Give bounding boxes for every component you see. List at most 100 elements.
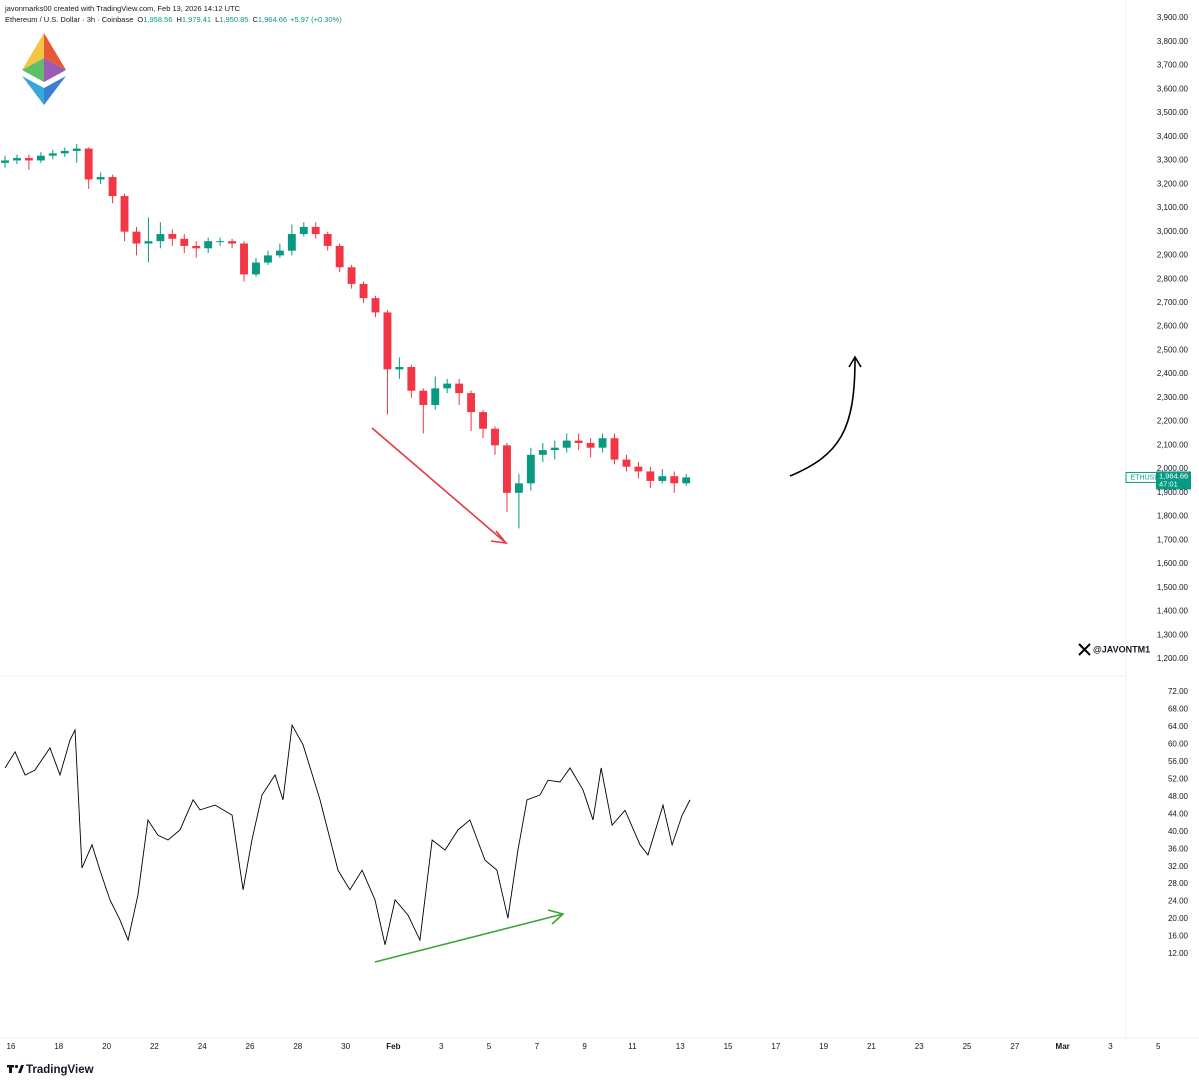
- x-tick-label: 22: [150, 1042, 159, 1051]
- x-tick-label: 23: [915, 1042, 924, 1051]
- candle-body: [228, 241, 237, 244]
- y-tick-label: 2,800.00: [1157, 274, 1189, 283]
- annotations: [371, 355, 862, 963]
- x-tick-label: 11: [628, 1042, 637, 1051]
- candle-body: [503, 445, 511, 493]
- ohlc-value: 1,950.85: [219, 15, 249, 24]
- candle-body: [455, 383, 464, 394]
- y-tick-label: 1,200.00: [1157, 654, 1189, 663]
- x-tick-label: 26: [246, 1042, 255, 1051]
- x-tick-label: 25: [963, 1042, 972, 1051]
- x-tick-label: 5: [487, 1042, 492, 1051]
- candle-body: [192, 245, 201, 249]
- x-tick-label: 18: [54, 1042, 63, 1051]
- candle-body: [287, 234, 296, 251]
- candle-body: [514, 483, 523, 493]
- y-tick-label: 2,400.00: [1157, 369, 1189, 378]
- x-tick-label: Feb: [386, 1042, 400, 1051]
- candle-body: [670, 476, 679, 484]
- y-tick-label: 20.00: [1168, 914, 1189, 923]
- logo-slash: [18, 1065, 24, 1073]
- watermark-text: @JAVONTM1: [1093, 644, 1150, 654]
- footer-logo-text: TradingView: [26, 1064, 94, 1076]
- y-tick-label: 2,000.00: [1157, 464, 1189, 473]
- legend-line: Ethereum / U.S. Dollar · 3h · Coinbase O1…: [5, 14, 342, 25]
- candle-body: [419, 390, 428, 405]
- rsi-line: [4, 723, 691, 945]
- y-tick-label: 1,600.00: [1157, 559, 1189, 568]
- candle-body: [395, 366, 404, 370]
- watermark: @JAVONTM1: [1078, 643, 1150, 656]
- candle-body: [610, 438, 619, 460]
- ohlc-value: 1,958.56: [143, 15, 173, 24]
- y-tick-label: 2,500.00: [1157, 345, 1189, 354]
- symbol: Ethereum / U.S. Dollar · 3h · Coinbase: [5, 15, 134, 24]
- candle-body: [359, 283, 368, 299]
- candle-body: [467, 393, 476, 413]
- candle-body: [48, 153, 57, 156]
- y-tick-label: 1,500.00: [1157, 583, 1189, 592]
- x-tick-label: 7: [535, 1042, 540, 1051]
- x-tick-label: 15: [724, 1042, 733, 1051]
- y-tick-label: 3,700.00: [1157, 61, 1189, 70]
- candle-body: [96, 177, 105, 180]
- x-logo: [1078, 643, 1091, 656]
- candle-body: [24, 158, 33, 161]
- ohlc-key: H: [176, 15, 182, 24]
- y-tick-label: 3,900.00: [1157, 13, 1189, 22]
- ohlc-key: L: [215, 15, 220, 24]
- candle-body: [120, 196, 129, 232]
- ohlc-value: 1,964.66: [257, 15, 288, 24]
- candle-body: [1, 160, 9, 163]
- candle-body: [216, 241, 225, 243]
- candle-body: [634, 466, 643, 472]
- candle-body: [550, 447, 559, 451]
- y-tick-label: 1,900.00: [1157, 488, 1189, 497]
- y-tick-label: 36.00: [1168, 844, 1189, 853]
- candle-body: [240, 243, 248, 275]
- y-tick-label: 44.00: [1168, 809, 1189, 818]
- y-tick-label: 2,900.00: [1157, 251, 1189, 260]
- green-arrow-head: [547, 909, 565, 925]
- green-arrow: [374, 913, 564, 963]
- candle-body: [323, 234, 332, 246]
- candle-body: [60, 150, 69, 154]
- ohlc-value: 1,979.41: [181, 15, 212, 24]
- y-tick-label: 1,400.00: [1157, 607, 1189, 616]
- candle-body: [180, 238, 189, 246]
- y-tick-label: 2,600.00: [1157, 322, 1189, 331]
- red-arrow-head: [490, 530, 508, 545]
- candle-body: [371, 298, 380, 313]
- candle-body: [443, 383, 452, 389]
- candle-body: [299, 226, 308, 235]
- y-tick-label: 40.00: [1168, 827, 1189, 836]
- y-tick-label: 32.00: [1168, 862, 1189, 871]
- candle-body: [311, 226, 320, 235]
- x-tick-label: 19: [819, 1042, 828, 1051]
- y-tick-label: 68.00: [1168, 705, 1189, 714]
- candle-body: [132, 231, 141, 244]
- x-tick-label: 20: [102, 1042, 111, 1051]
- x-tick-label: 28: [293, 1042, 302, 1051]
- logo-dot: [14, 1064, 19, 1069]
- countdown: 47:01: [1159, 479, 1178, 488]
- x-tick-label: 16: [7, 1042, 16, 1051]
- header: javonmarks00 created with TradingView.co…: [5, 3, 342, 25]
- y-tick-label: 3,000.00: [1157, 227, 1189, 236]
- y-tick-label: 28.00: [1168, 879, 1189, 888]
- candle-body: [335, 245, 344, 268]
- candle-body: [36, 155, 45, 161]
- y-tick-label: 16.00: [1168, 932, 1189, 941]
- candle-body: [383, 312, 392, 370]
- candle-body: [13, 158, 21, 161]
- y-tick-label: 3,300.00: [1157, 156, 1189, 165]
- candle-body: [491, 428, 499, 446]
- y-tick-label: 60.00: [1168, 740, 1189, 749]
- red-arrow: [371, 427, 507, 544]
- x-tick-label: Mar: [1056, 1042, 1070, 1051]
- price-label: ETHUSD 1,964.66 47:01: [1125, 471, 1191, 490]
- black-arrow-head: [848, 355, 862, 368]
- x-tick-label: 17: [771, 1042, 780, 1051]
- x-tick-label: 27: [1010, 1042, 1019, 1051]
- price-box: [1156, 471, 1191, 490]
